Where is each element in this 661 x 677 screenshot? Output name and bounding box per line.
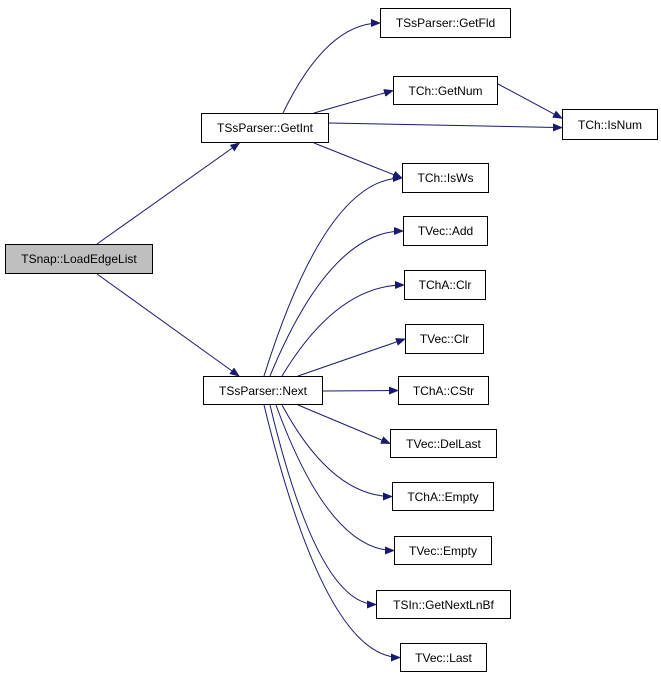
- node-next[interactable]: TSsParser::Next: [203, 376, 323, 405]
- edge-getint-to-getfld: [282, 19, 381, 114]
- node-getnextlnbf[interactable]: TSIn::GetNextLnBf: [376, 590, 511, 619]
- edge-next-to-getnextlnbf: [269, 404, 377, 609]
- node-cstr[interactable]: TChA::CStr: [398, 376, 489, 405]
- node-isnum[interactable]: TCh::IsNum: [562, 109, 658, 140]
- edge-next-to-chaclr: [281, 281, 405, 377]
- edge-next-to-isws: [263, 174, 403, 377]
- edge-getint-to-getnum: [313, 89, 394, 114]
- node-isws[interactable]: TCh::IsWs: [402, 163, 489, 193]
- node-getnum[interactable]: TCh::GetNum: [393, 76, 498, 105]
- edge-next-to-chaempty: [281, 404, 393, 501]
- node-getfld[interactable]: TSsParser::GetFld: [380, 8, 511, 38]
- node-chaclr[interactable]: TChA::Clr: [404, 270, 486, 300]
- node-dellast[interactable]: TVec::DelLast: [390, 429, 497, 458]
- edge-root-to-getint: [96, 142, 241, 245]
- node-getint[interactable]: TSsParser::GetInt: [201, 113, 329, 143]
- edge-next-to-dellast: [297, 404, 391, 444]
- node-vecempty[interactable]: TVec::Empty: [394, 536, 492, 565]
- node-chaempty[interactable]: TChA::Empty: [392, 482, 494, 511]
- edge-getint-to-isnum: [328, 122, 563, 132]
- edge-next-to-vecadd: [269, 227, 404, 377]
- edge-root-to-next: [96, 273, 240, 377]
- node-vecclr[interactable]: TVec::Clr: [405, 324, 484, 354]
- edge-next-to-last: [263, 404, 401, 662]
- edge-getnum-to-isnum: [497, 83, 563, 119]
- node-vecadd[interactable]: TVec::Add: [403, 216, 488, 246]
- edge-next-to-vecempty: [275, 404, 395, 555]
- edge-getint-to-isws: [313, 142, 403, 179]
- edge-next-to-vecclr: [297, 338, 406, 377]
- node-root: TSnap::LoadEdgeList: [5, 244, 153, 274]
- edge-next-to-cstr: [322, 386, 399, 395]
- node-last[interactable]: TVec::Last: [400, 643, 487, 672]
